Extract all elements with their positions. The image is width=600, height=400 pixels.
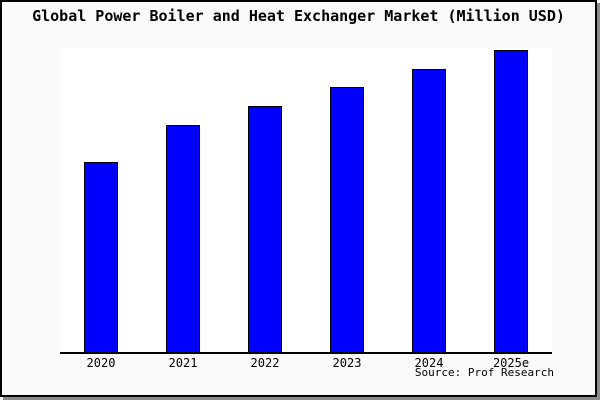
x-axis-tick-labels: 2020 2021 2022 2023 2024 2025e — [60, 356, 552, 370]
x-tick-label-2025e: 2025e — [492, 356, 530, 370]
bar-2024 — [412, 69, 446, 352]
bar-2023 — [330, 87, 364, 352]
chart-title: Global Power Boiler and Heat Exchanger M… — [32, 7, 565, 25]
bar-2025e — [494, 50, 528, 352]
bar-2020 — [84, 162, 118, 352]
x-tick-label-2020: 2020 — [86, 356, 116, 370]
source-credit: Source: Prof Research — [414, 366, 554, 379]
plot-area — [60, 48, 552, 354]
bar-2021 — [166, 125, 200, 352]
x-tick-label-2022: 2022 — [250, 356, 280, 370]
x-tick-label-2023: 2023 — [332, 356, 362, 370]
bar-2022 — [248, 106, 282, 352]
x-tick-label-2024: 2024 — [414, 356, 444, 370]
x-tick-label-2021: 2021 — [168, 356, 198, 370]
